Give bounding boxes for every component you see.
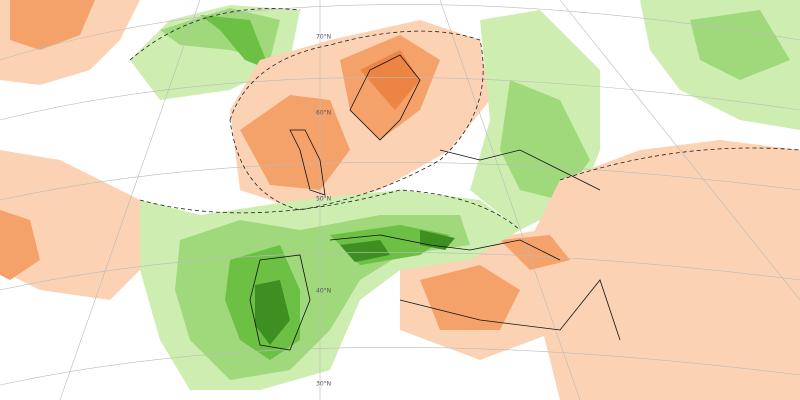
latitude-label: 70°N (316, 34, 331, 41)
contours (129, 8, 800, 231)
latitude-label: 50°N (316, 196, 331, 203)
latitude-label: 40°N (316, 288, 331, 295)
latitude-label: 60°N (316, 110, 331, 117)
latitude-label: 30°N (316, 381, 331, 388)
coastlines (249, 54, 621, 351)
graticule-labels: 70°N 60°N 50°N 40°N 30°N (316, 34, 331, 388)
